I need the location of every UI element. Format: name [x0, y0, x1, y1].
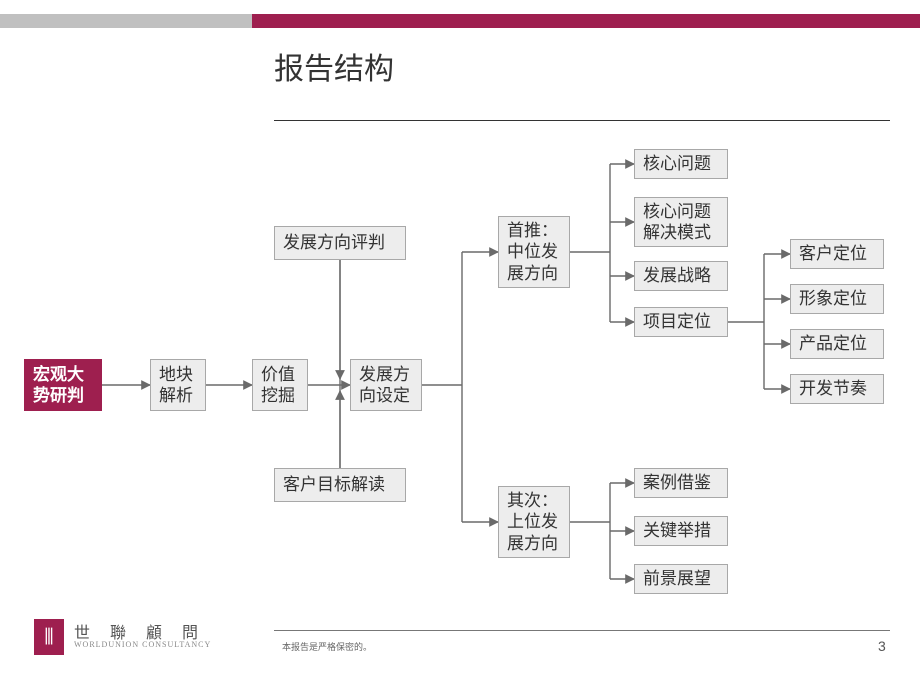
- node-p2a: 案例借鉴: [634, 468, 728, 498]
- node-block: 地块 解析: [150, 359, 206, 411]
- node-q2: 形象定位: [790, 284, 884, 314]
- header-bar-left: [0, 14, 252, 28]
- node-p1a: 核心问题: [634, 149, 728, 179]
- node-p2c: 前景展望: [634, 564, 728, 594]
- title-underline: [274, 120, 890, 121]
- header-bar-right: [252, 14, 920, 28]
- node-p2b: 关键举措: [634, 516, 728, 546]
- footer-rule: [274, 630, 890, 631]
- brand-logo-icon: ⦀: [34, 619, 64, 655]
- connector-layer: [0, 0, 920, 690]
- node-dirset: 发展方 向设定: [350, 359, 422, 411]
- page-number: 3: [878, 638, 886, 654]
- node-p1b: 核心问题 解决模式: [634, 197, 728, 247]
- node-p1c: 发展战略: [634, 261, 728, 291]
- node-direval: 发展方向评判: [274, 226, 406, 260]
- page-title: 报告结构: [274, 44, 394, 88]
- node-q3: 产品定位: [790, 329, 884, 359]
- confidential-note: 本报告是严格保密的。: [282, 640, 372, 653]
- node-opt2: 其次： 上位发 展方向: [498, 486, 570, 558]
- node-q1: 客户定位: [790, 239, 884, 269]
- slide-canvas: 报告结构 宏观大 势研判地块 解析价值 挖掘 发展方向评判客户目标解读 发展方 向设…: [0, 0, 920, 690]
- node-opt1: 首推： 中位发 展方向: [498, 216, 570, 288]
- node-cust: 客户目标解读: [274, 468, 406, 502]
- node-value: 价值 挖掘: [252, 359, 308, 411]
- node-q4: 开发节奏: [790, 374, 884, 404]
- brand-name-en: WORLDUNION CONSULTANCY: [74, 640, 211, 649]
- node-p1d: 项目定位: [634, 307, 728, 337]
- node-root: 宏观大 势研判: [24, 359, 102, 411]
